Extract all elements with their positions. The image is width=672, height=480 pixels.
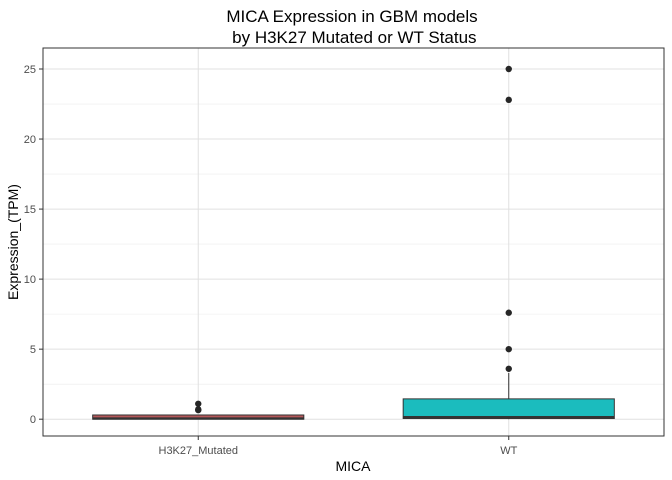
chart-title-line-2: by H3K27 Mutated or WT Status: [227, 28, 476, 47]
boxes: [92, 65, 615, 420]
chart-title-line-1: MICA Expression in GBM models: [226, 7, 477, 26]
panel-background: [43, 48, 664, 436]
y-tick-label: 0: [30, 414, 36, 426]
outlier-point: [505, 309, 512, 316]
y-tick-label: 15: [24, 204, 36, 216]
panel-border: [42, 47, 665, 437]
y-tick-label: 25: [24, 64, 36, 76]
outlier-point: [505, 65, 512, 73]
y-tick-label: 5: [30, 344, 36, 356]
x-tick-label: H3K27_Mutated: [159, 445, 239, 457]
box-group-wt: [402, 65, 615, 420]
outlier-point: [505, 365, 512, 372]
outlier-point: [505, 96, 512, 104]
y-tick-label: 10: [24, 274, 36, 286]
x-axis-title: MICA: [336, 458, 372, 474]
x-axis-ticks: H3K27_Mutated WT: [159, 436, 518, 457]
outlier-point: [505, 345, 512, 353]
x-tick-label: WT: [500, 445, 517, 457]
outlier-point: [195, 406, 202, 414]
y-axis-title: Expression_(TPM): [5, 184, 21, 300]
y-tick-label: 20: [24, 134, 36, 146]
box-iqr: [402, 398, 615, 419]
y-axis-ticks: 0 5 10 15 20 25: [24, 64, 43, 426]
plot-panel: [42, 47, 665, 437]
outlier-point: [195, 400, 202, 407]
box-group-h3k27-mutated: [92, 400, 305, 420]
